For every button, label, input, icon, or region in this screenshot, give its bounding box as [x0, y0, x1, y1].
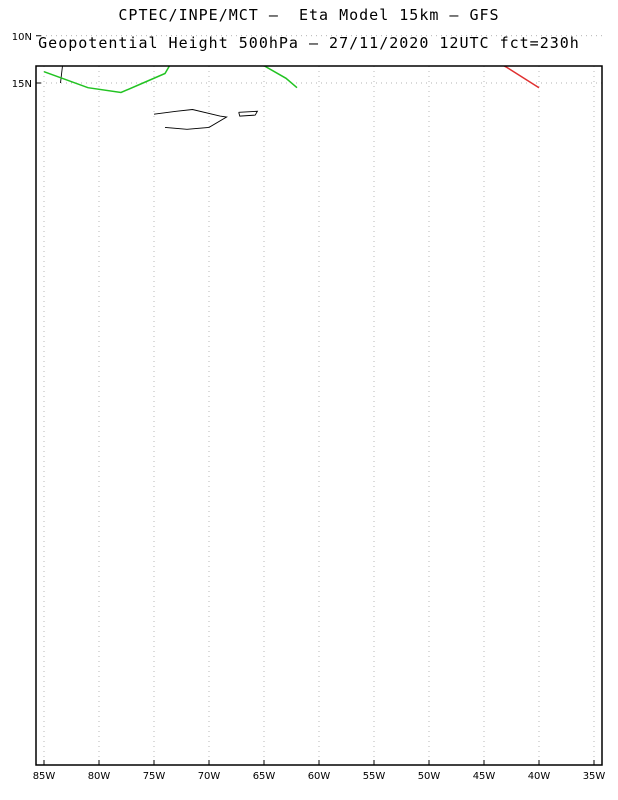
hispaniola-coast	[153, 109, 228, 130]
lon-tick-label: 75W	[143, 771, 166, 782]
lon-tick-label: 35W	[583, 771, 606, 782]
country-border	[308, 0, 413, 22]
height-contours	[43, 66, 540, 94]
country-border	[182, 0, 239, 57]
lat-tick-label: 15N	[12, 79, 32, 90]
lon-tick-label: 50W	[418, 771, 441, 782]
lon-tick-label: 65W	[253, 771, 276, 782]
map-subtitle: Geopotential Height 500hPa – 27/11/2020 …	[38, 34, 580, 52]
puerto-rico-coast	[238, 110, 259, 117]
lon-tick-label: 55W	[363, 771, 386, 782]
caribbean-coast	[60, 66, 63, 84]
lon-tick-label: 45W	[473, 771, 496, 782]
lon-tick-label: 70W	[198, 771, 221, 782]
contour-label: 5860	[171, 32, 196, 43]
lon-tick-label: 60W	[308, 771, 331, 782]
latitude-ticks: 15N10N5NEQ5S10S15S20S25S30S35S40S45S50S5…	[12, 32, 41, 90]
contour-label: 5840	[413, 23, 438, 34]
contour-labels: 5860584058605860586058605860588058805880…	[28, 0, 618, 43]
lat-tick-label: 10N	[12, 32, 32, 43]
lon-tick-label: 85W	[33, 771, 56, 782]
contour-5860	[43, 66, 298, 94]
map-title: CPTEC/INPE/MCT – Eta Model 15km – GFS	[118, 6, 500, 24]
south-america-coast	[86, 0, 595, 57]
longitude-ticks: 85W80W75W70W65W60W55W50W45W40W35W30W25W2…	[33, 760, 606, 782]
lon-tick-label: 80W	[88, 771, 111, 782]
coastlines-and-borders	[60, 0, 595, 130]
lon-tick-label: 40W	[528, 771, 551, 782]
